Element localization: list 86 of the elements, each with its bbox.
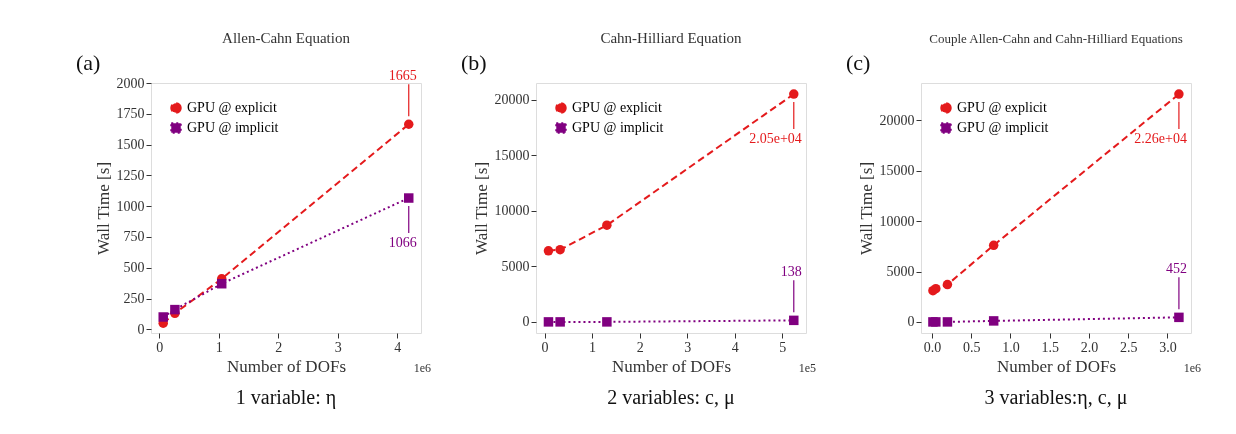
y-tick-label: 0 bbox=[137, 321, 145, 337]
text: 1 variable: η bbox=[235, 386, 337, 409]
text: (b) bbox=[461, 50, 487, 75]
text: 2 variables: c, μ bbox=[607, 386, 735, 409]
y-tick-label: 1750 bbox=[116, 106, 145, 122]
y-tick-label: 20000 bbox=[879, 112, 915, 128]
chart-title: Allen-Cahn Equation bbox=[222, 30, 351, 46]
x-axis-title: Number of DOFs bbox=[227, 356, 346, 376]
text: (c) bbox=[846, 50, 871, 75]
x-tick-label: 3.0 bbox=[1159, 339, 1177, 355]
x-tick-label: 4 bbox=[394, 339, 402, 355]
point bbox=[942, 317, 953, 327]
point bbox=[216, 279, 227, 289]
legend-label: GPU @ implicit bbox=[957, 120, 1049, 135]
y-tick-label: 5000 bbox=[886, 264, 915, 280]
annotation: 1066 bbox=[388, 235, 417, 251]
point bbox=[1174, 89, 1184, 99]
text: 3 variables:η, c, μ bbox=[984, 386, 1128, 409]
x-tick-label: 1 bbox=[215, 339, 223, 355]
point bbox=[555, 317, 565, 327]
point bbox=[404, 193, 414, 203]
point bbox=[543, 246, 554, 256]
x-tick-label: 3 bbox=[334, 339, 342, 355]
y-axis-title: Wall Time [s] bbox=[93, 161, 113, 256]
legend-label: GPU @ implicit bbox=[572, 120, 664, 135]
chart-title: Couple Allen-Cahn and Cahn-Hilliard Equations bbox=[929, 31, 1183, 46]
x-axis-title: Number of DOFs bbox=[997, 356, 1116, 376]
annotation: 1665 bbox=[388, 68, 417, 84]
y-tick-label: 0 bbox=[907, 314, 915, 330]
x-tick-label: 2 bbox=[275, 339, 283, 355]
x-tick-label: 4 bbox=[731, 339, 739, 355]
text: 1e5 bbox=[798, 361, 816, 375]
point bbox=[543, 317, 554, 327]
chart-title: Cahn-Hilliard Equation bbox=[600, 30, 743, 46]
point bbox=[988, 240, 999, 251]
y-tick-label: 2000 bbox=[116, 75, 145, 91]
x-axis-title: Number of DOFs bbox=[612, 356, 731, 376]
point bbox=[1174, 312, 1184, 323]
point bbox=[404, 119, 414, 129]
text: 1e6 bbox=[413, 361, 431, 375]
point bbox=[555, 244, 565, 255]
x-tick-label: 3 bbox=[684, 339, 692, 355]
legend-label: GPU @ explicit bbox=[572, 100, 662, 115]
point bbox=[988, 316, 999, 326]
y-tick-label: 0 bbox=[522, 314, 530, 330]
x-tick-label: 0.0 bbox=[923, 339, 942, 355]
y-tick-label: 500 bbox=[123, 260, 145, 276]
y-tick-label: 15000 bbox=[879, 163, 915, 179]
y-tick-label: 10000 bbox=[494, 203, 530, 219]
x-tick-label: 2 bbox=[636, 339, 644, 355]
x-tick-label: 5 bbox=[779, 339, 787, 355]
y-tick-label: 15000 bbox=[494, 147, 530, 163]
point bbox=[789, 315, 799, 326]
annotation: 2.26e+04 bbox=[1134, 131, 1187, 147]
point bbox=[942, 279, 953, 290]
y-tick-label: 5000 bbox=[501, 258, 530, 274]
y-tick-label: 1250 bbox=[116, 167, 145, 183]
point bbox=[789, 89, 799, 99]
text: (a) bbox=[76, 50, 101, 75]
x-tick-label: 1.0 bbox=[1002, 339, 1020, 355]
text: 1e6 bbox=[1183, 361, 1201, 375]
legend-label: GPU @ explicit bbox=[187, 100, 277, 115]
x-tick-label: 0 bbox=[541, 339, 549, 355]
annotation: 138 bbox=[780, 264, 802, 280]
y-tick-label: 10000 bbox=[879, 213, 915, 229]
point bbox=[602, 317, 612, 327]
x-tick-label: 2.0 bbox=[1080, 339, 1099, 355]
point bbox=[602, 220, 612, 230]
point bbox=[170, 304, 180, 315]
legend-label: GPU @ implicit bbox=[187, 120, 279, 135]
x-tick-label: 1.5 bbox=[1041, 339, 1059, 355]
y-axis-title: Wall Time [s] bbox=[471, 161, 491, 256]
x-tick-label: 1 bbox=[589, 339, 597, 355]
annotation: 452 bbox=[1165, 261, 1187, 277]
y-tick-label: 20000 bbox=[494, 92, 530, 108]
annotation: 2.05e+04 bbox=[749, 131, 802, 147]
y-tick-label: 1500 bbox=[116, 137, 145, 153]
y-tick-label: 750 bbox=[123, 229, 145, 245]
y-tick-label: 250 bbox=[123, 291, 145, 307]
x-tick-label: 2.5 bbox=[1119, 339, 1138, 355]
x-tick-label: 0.5 bbox=[962, 339, 981, 355]
x-tick-label: 0 bbox=[156, 339, 164, 355]
point bbox=[158, 312, 168, 322]
legend-label: GPU @ explicit bbox=[957, 100, 1047, 115]
y-tick-label: 1000 bbox=[116, 198, 145, 214]
y-axis-title: Wall Time [s] bbox=[856, 161, 876, 256]
